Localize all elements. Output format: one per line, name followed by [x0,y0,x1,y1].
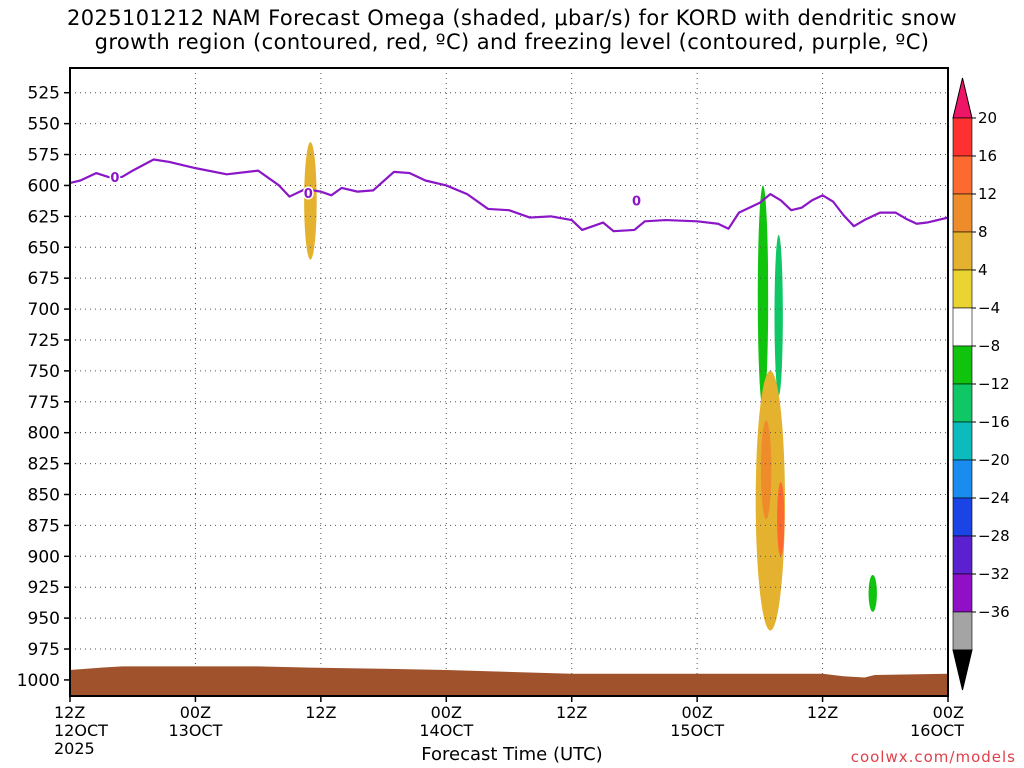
y-tick-label: 800 [28,424,60,444]
x-tick-label-time: 00Z [681,703,712,722]
y-tick-label: 625 [28,207,60,227]
colorbar-label: −28 [978,527,1010,545]
x-tick-label-date: 14OCT [419,721,473,740]
x-tick-label-date: 15OCT [670,721,724,740]
omega-patch-9 [777,482,785,557]
y-tick-label: 975 [28,640,60,660]
colorbar-bin [952,307,973,347]
chart-title-line-2: growth region (contoured, red, ºC) and f… [94,30,930,54]
x-tick-label-time: 12Z [54,703,85,722]
colorbar-bin [952,573,973,613]
y-tick-label: 925 [28,578,60,598]
colorbar-bin [952,193,973,233]
credit-text: coolwx.com/models [850,748,1016,766]
y-tick-label: 675 [28,269,60,289]
x-tick-label-date: 12OCT [54,721,108,740]
colorbar-label: −8 [978,337,1000,355]
y-tick-label: 850 [28,485,60,505]
y-tick-label: 950 [28,609,60,629]
colorbar-label: 4 [978,261,988,279]
y-tick-label: 600 [28,176,60,196]
y-tick-label: 875 [28,516,60,536]
y-tick-label: 550 [28,115,60,135]
colorbar-bin [952,459,973,499]
colorbar-label: −20 [978,451,1010,469]
colorbar: 20 16 12 8 4 −4 −8 −12 −16 −20 −24 −28 −32 −36 [952,77,1010,691]
y-tick-label: 825 [28,455,60,475]
y-tick-label: 525 [28,84,60,104]
x-tick-label-date: 16OCT [910,721,964,740]
omega-patch-1 [317,68,325,112]
colorbar-bin [952,345,973,385]
y-tick-label: 750 [28,362,60,382]
y-tick-label: 650 [28,238,60,258]
y-axis: 525 550 575 600 625 650 675 700 725 750 775 800 825 8… [17,84,70,691]
y-tick-label: 575 [28,146,60,166]
colorbar-label: −12 [978,375,1010,393]
terrain-area [70,666,948,696]
x-tick-label-time: 12Z [807,703,838,722]
omega-shading [304,68,888,650]
x-tick-label-time: 00Z [933,703,964,722]
omega-patch-6 [774,234,783,396]
freezing-level-line [70,158,948,233]
colorbar-top-arrow [952,77,973,119]
colorbar-label: 20 [978,109,997,127]
x-tick-label-time: 12Z [556,703,587,722]
freezing-level-label: 0 [304,187,313,202]
colorbar-label: −32 [978,565,1010,583]
omega-patch-4 [757,185,769,408]
colorbar-label: 12 [978,185,997,203]
colorbar-bin [952,535,973,575]
colorbar-bin [952,497,973,537]
y-tick-label: 775 [28,393,60,413]
x-tick-label-year: 2025 [54,739,95,758]
terrain-fill [70,666,948,696]
colorbar-label: 16 [978,147,997,165]
colorbar-label: −36 [978,603,1010,621]
y-tick-label: 900 [28,547,60,567]
x-tick-label-date: 13OCT [168,721,222,740]
chart-title: 2025101212 NAM Forecast Omega (shaded, μ… [0,6,1024,54]
colorbar-label: −24 [978,489,1010,507]
colorbar-label: −16 [978,413,1010,431]
omega-patch-11 [868,574,877,612]
x-tick-label-time: 00Z [180,703,211,722]
x-tick-label-time: 00Z [431,703,462,722]
colorbar-bottom-arrow [952,649,973,691]
colorbar-bin [952,421,973,461]
freezing-level-label: 0 [632,194,641,209]
freezing-level-contour: 0 0 0 [70,158,948,233]
y-tick-label: 1000 [17,671,60,691]
colorbar-bin [952,383,973,423]
omega-patch-speck [857,637,865,641]
grid-lines [70,68,948,696]
colorbar-bin [952,155,973,195]
chart-title-line-1: 2025101212 NAM Forecast Omega (shaded, μ… [66,6,958,30]
colorbar-bin [952,611,973,651]
colorbar-bin [952,117,973,157]
plot-frame [69,67,949,697]
omega-patch-2 [304,142,317,260]
colorbar-bin [952,231,973,271]
colorbar-label: −4 [978,299,1000,317]
colorbar-bin [952,269,973,309]
colorbar-label: 8 [978,223,988,241]
omega-patch-8 [760,420,772,520]
freezing-level-label: 0 [110,171,119,186]
x-axis-title: Forecast Time (UTC) [421,744,603,765]
y-tick-label: 725 [28,331,60,351]
y-tick-label: 700 [28,300,60,320]
x-tick-label-time: 12Z [305,703,336,722]
